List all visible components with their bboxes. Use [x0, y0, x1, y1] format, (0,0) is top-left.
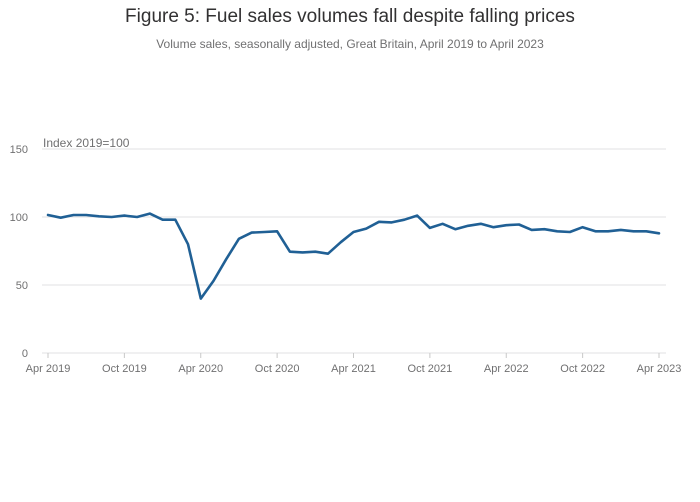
data-point[interactable]: [210, 278, 216, 284]
data-point[interactable]: [274, 228, 280, 234]
data-point[interactable]: [567, 229, 573, 235]
data-point[interactable]: [300, 249, 306, 255]
y-tick-label: 50: [16, 280, 28, 292]
data-point[interactable]: [580, 224, 586, 230]
gridlines: [42, 148, 666, 354]
data-point[interactable]: [503, 222, 509, 228]
data-point[interactable]: [58, 215, 64, 221]
data-point[interactable]: [83, 212, 89, 218]
data-point[interactable]: [172, 217, 178, 223]
data-point[interactable]: [656, 230, 662, 236]
x-axis: Apr 2019 Oct 2019 Apr 2020 Oct 2020 Apr 2021…: [26, 352, 682, 375]
x-tick-label: Apr 2023: [637, 363, 682, 375]
data-point[interactable]: [643, 228, 649, 234]
data-point[interactable]: [236, 236, 242, 242]
data-point[interactable]: [338, 239, 344, 245]
y-axis-ticks: 0 50 100 150: [10, 144, 28, 360]
series-line: [46, 212, 661, 300]
data-point[interactable]: [516, 221, 522, 227]
x-tick-label: Oct 2022: [560, 363, 605, 375]
data-point[interactable]: [414, 213, 420, 219]
data-point[interactable]: [249, 230, 255, 236]
data-point[interactable]: [427, 225, 433, 231]
data-point[interactable]: [401, 217, 407, 223]
y-tick-label: 0: [22, 348, 28, 360]
data-point[interactable]: [351, 229, 357, 235]
series-layer: [45, 211, 662, 302]
data-point[interactable]: [261, 229, 267, 235]
data-point[interactable]: [605, 228, 611, 234]
data-point[interactable]: [554, 228, 560, 234]
data-point[interactable]: [478, 221, 484, 227]
x-tick-label: Oct 2020: [255, 363, 300, 375]
data-point[interactable]: [592, 228, 598, 234]
chart-title: Figure 5: Fuel sales volumes fall despit…: [125, 6, 575, 27]
data-point[interactable]: [70, 212, 76, 218]
data-point[interactable]: [440, 221, 446, 227]
x-tick-label: Oct 2021: [408, 363, 453, 375]
data-point[interactable]: [376, 219, 382, 225]
data-point[interactable]: [491, 224, 497, 230]
data-point[interactable]: [160, 217, 166, 223]
data-point[interactable]: [121, 213, 127, 219]
data-point[interactable]: [618, 227, 624, 233]
data-point[interactable]: [185, 241, 191, 247]
data-point[interactable]: [134, 214, 140, 220]
x-tick-label: Apr 2021: [331, 363, 376, 375]
x-tick-label: Apr 2022: [484, 363, 529, 375]
x-tick-label: Oct 2019: [102, 363, 147, 375]
x-tick-label: Apr 2020: [178, 363, 223, 375]
data-point[interactable]: [312, 249, 318, 255]
data-point[interactable]: [147, 211, 153, 217]
data-point[interactable]: [465, 223, 471, 229]
data-point[interactable]: [198, 296, 204, 302]
data-point[interactable]: [287, 249, 293, 255]
y-tick-label: 100: [10, 212, 28, 224]
data-point[interactable]: [529, 227, 535, 233]
data-point[interactable]: [541, 226, 547, 232]
data-point[interactable]: [45, 212, 51, 218]
data-point[interactable]: [363, 226, 369, 232]
data-point[interactable]: [96, 213, 102, 219]
y-axis-unit-label: Index 2019=100: [43, 136, 130, 150]
data-point[interactable]: [325, 251, 331, 257]
data-point[interactable]: [452, 226, 458, 232]
data-point[interactable]: [631, 228, 637, 234]
x-tick-label: Apr 2019: [26, 363, 71, 375]
y-tick-label: 150: [10, 144, 28, 156]
chart-subtitle: Volume sales, seasonally adjusted, Great…: [156, 37, 544, 51]
data-point[interactable]: [109, 214, 115, 220]
data-point[interactable]: [223, 256, 229, 262]
data-point[interactable]: [389, 219, 395, 225]
